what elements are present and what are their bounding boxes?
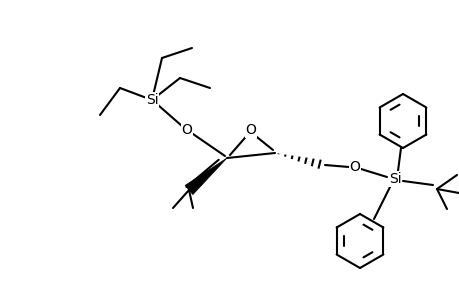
- Text: Si: Si: [146, 93, 158, 107]
- Text: O: O: [349, 160, 360, 174]
- Text: O: O: [181, 123, 192, 137]
- Polygon shape: [185, 158, 226, 195]
- Text: Si: Si: [388, 172, 400, 186]
- Text: O: O: [245, 124, 256, 137]
